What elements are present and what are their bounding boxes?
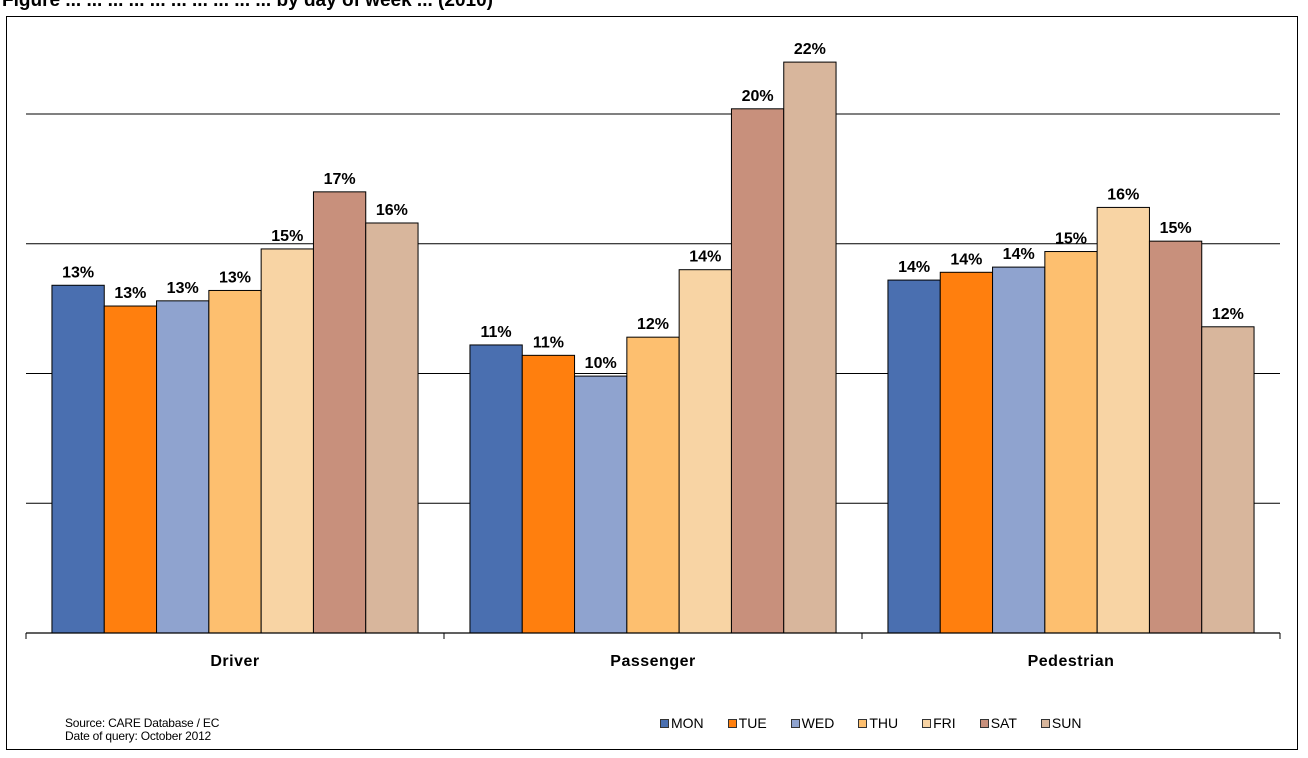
bar-passenger-tue: [521, 354, 576, 634]
bar-passenger-thu: [626, 336, 680, 634]
bar-driver-tue: [103, 305, 158, 634]
bar-passenger-sun: [783, 61, 837, 634]
legend-label: MON: [671, 715, 704, 731]
data-label: 15%: [1160, 220, 1192, 237]
source-note: Source: CARE Database / EC Date of query…: [65, 717, 219, 743]
legend-swatch: [922, 718, 932, 728]
legend-label: FRI: [933, 715, 956, 731]
source-line: Source: CARE Database / EC: [65, 716, 220, 730]
bar-pedestrian-sat: [1148, 240, 1203, 634]
data-label: 20%: [742, 88, 774, 105]
data-label: 11%: [533, 334, 564, 351]
legend-label: SAT: [990, 715, 1017, 731]
bar-passenger-fri: [678, 269, 732, 634]
data-label: 14%: [898, 259, 930, 276]
bar-passenger-mon: [469, 344, 523, 634]
data-label: 17%: [324, 171, 356, 188]
legend-item-tue: TUE: [727, 715, 767, 731]
legend-label: WED: [801, 715, 835, 731]
data-label: 11%: [481, 324, 512, 341]
bar-pedestrian-tue: [939, 271, 994, 634]
legend-swatch: [660, 718, 669, 728]
data-label: 15%: [271, 228, 303, 245]
data-label: 16%: [1107, 186, 1139, 203]
bar-driver-thu: [208, 289, 262, 634]
bar-driver-fri: [260, 248, 314, 634]
bar-pedestrian-wed: [992, 266, 1046, 634]
legend-label: TUE: [738, 715, 767, 731]
legend-swatch: [979, 718, 989, 728]
data-label: 13%: [219, 269, 251, 286]
data-label: 13%: [167, 280, 199, 297]
legend: MON TUE WED THU FRI SAT SUN: [660, 715, 1105, 731]
bar-pedestrian-mon: [887, 279, 941, 634]
data-label: 14%: [950, 251, 982, 268]
bar-driver-sun: [365, 222, 419, 634]
data-label: 16%: [376, 202, 408, 219]
legend-label: THU: [869, 715, 899, 731]
legend-item-sat: SAT: [979, 715, 1017, 731]
legend-swatch: [1040, 718, 1050, 728]
data-label: 10%: [585, 355, 617, 372]
bar-passenger-wed: [574, 375, 628, 634]
bar-pedestrian-thu: [1044, 251, 1098, 634]
chart-frame: [6, 16, 1298, 750]
bar-driver-wed: [156, 300, 210, 634]
data-label: 14%: [689, 249, 721, 266]
data-label: 13%: [62, 264, 94, 281]
x-tick-label-driver: Driver: [210, 653, 259, 670]
data-label: 22%: [794, 41, 826, 58]
bar-driver-mon: [51, 284, 105, 634]
x-axis: Driver Passenger Pedestrian: [25, 632, 1281, 670]
bar-driver-sat: [312, 191, 367, 634]
data-label: 13%: [114, 285, 146, 302]
data-label: 12%: [1212, 306, 1244, 323]
data-labels: 13% 13% 13% 13% 15% 17% 16% 11% 11% 10% 12% 14% 20% 2…: [62, 41, 1244, 372]
bar-pedestrian-sun: [1201, 326, 1255, 634]
legend-item-wed: WED: [790, 715, 835, 731]
legend-swatch: [727, 718, 737, 728]
legend-item-thu: THU: [858, 715, 898, 731]
legend-item-fri: FRI: [922, 715, 956, 731]
bar-passenger-sat: [730, 108, 785, 634]
legend-swatch: [790, 718, 800, 728]
legend-item-mon: MON: [660, 715, 704, 731]
bars: [51, 61, 1255, 634]
query-date-line: Date of query: October 2012: [65, 729, 212, 743]
x-tick-label-passenger: Passenger: [610, 653, 695, 670]
x-tick-label-pedestrian: Pedestrian: [1028, 653, 1115, 670]
data-label: 12%: [637, 316, 669, 333]
legend-label: SUN: [1051, 715, 1082, 731]
data-label: 15%: [1055, 231, 1087, 248]
figure-title: Figure ... ... ... ... ... ... ... ... .…: [2, 0, 493, 11]
data-label: 14%: [1003, 246, 1035, 263]
legend-swatch: [858, 718, 868, 728]
legend-item-sun: SUN: [1040, 715, 1082, 731]
bar-pedestrian-fri: [1096, 206, 1150, 634]
